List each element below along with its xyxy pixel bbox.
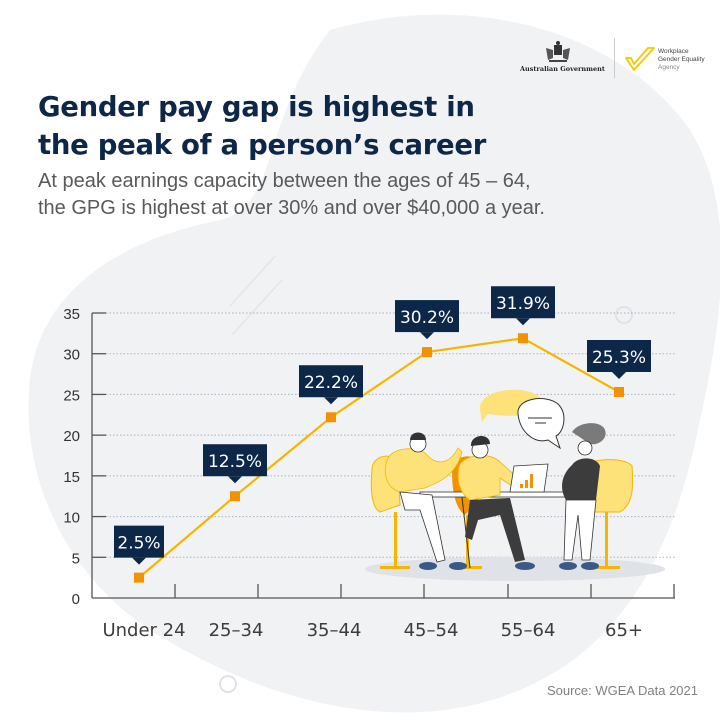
data-label-callout: 22.2% xyxy=(299,365,363,405)
subtitle-line-1: At peak earnings capacity between the ag… xyxy=(38,170,531,192)
x-tick-label: 45–54 xyxy=(404,620,459,641)
data-label-text: 25.3% xyxy=(592,348,646,368)
x-tick-label: 25–34 xyxy=(209,620,264,641)
y-tick-label: 25 xyxy=(63,387,80,404)
source-note: Source: WGEA Data 2021 xyxy=(546,683,698,698)
y-tick-label: 20 xyxy=(63,428,80,445)
agency-line-1: Workplace xyxy=(658,48,689,55)
x-tick-label: 35–44 xyxy=(307,620,362,641)
data-label-callout: 25.3% xyxy=(587,339,651,379)
y-tick-label: 30 xyxy=(63,347,80,364)
subtitle: At peak earnings capacity between the ag… xyxy=(38,168,678,222)
data-point-marker xyxy=(326,412,336,423)
meeting-illustration xyxy=(365,389,665,581)
data-label-callout: 12.5% xyxy=(203,444,267,484)
data-point-marker xyxy=(230,491,240,502)
data-label-text: 31.9% xyxy=(496,294,550,314)
data-label-text: 2.5% xyxy=(117,534,160,554)
y-tick-label: 35 xyxy=(63,306,80,323)
x-tick-label: 55–64 xyxy=(501,620,556,641)
gov-logo-text: Australian Government xyxy=(520,65,605,73)
data-point-marker xyxy=(134,572,144,583)
data-label-callout: 30.2% xyxy=(395,300,459,340)
data-label-text: 12.5% xyxy=(208,452,262,472)
agency-line-2: Gender Equality xyxy=(658,56,705,63)
subtitle-line-2: the GPG is highest at over 30% and over … xyxy=(38,197,545,219)
y-tick-label: 15 xyxy=(63,469,80,486)
data-labels: 2.5% 12.5% 22.2% 30.2% 31.9% 25.3% xyxy=(114,286,651,565)
data-label-callout: 2.5% xyxy=(114,525,164,565)
title-line-1: Gender pay gap is highest in xyxy=(38,91,475,123)
data-label-text: 22.2% xyxy=(304,373,358,393)
y-axis: 0 5 10 15 20 25 30 35 xyxy=(63,306,106,608)
title-line-2: the peak of a person’s career xyxy=(38,129,486,161)
data-label-callout: 31.9% xyxy=(491,286,555,326)
y-tick-label: 10 xyxy=(63,510,80,527)
chart-gridlines xyxy=(106,312,675,558)
x-tick-label: 65+ xyxy=(605,620,643,641)
speech-bubble-white-icon xyxy=(517,398,565,450)
wgea-logo-text: Workplace Gender Equality Agency xyxy=(658,48,705,72)
australian-government-logo: Australian Government xyxy=(520,40,605,73)
agency-line-3: Agency xyxy=(658,64,680,71)
x-tick-label: Under 24 xyxy=(102,620,185,641)
page-title: Gender pay gap is highest in the peak of… xyxy=(38,88,598,164)
data-point-marker xyxy=(518,333,528,344)
y-tick-label: 5 xyxy=(72,550,80,567)
data-series-line xyxy=(134,333,624,583)
data-point-marker xyxy=(614,386,624,397)
data-label-text: 30.2% xyxy=(400,308,454,328)
data-point-marker xyxy=(422,347,432,358)
x-axis: Under 24 25–34 35–44 45–54 55–64 65+ xyxy=(92,584,675,641)
y-tick-label: 0 xyxy=(72,591,80,608)
header-logos: Australian Government Workplace Gender E… xyxy=(520,38,720,82)
wgea-checkmark-icon xyxy=(625,47,655,71)
logo-divider xyxy=(614,38,615,78)
coat-of-arms-icon xyxy=(546,41,570,62)
